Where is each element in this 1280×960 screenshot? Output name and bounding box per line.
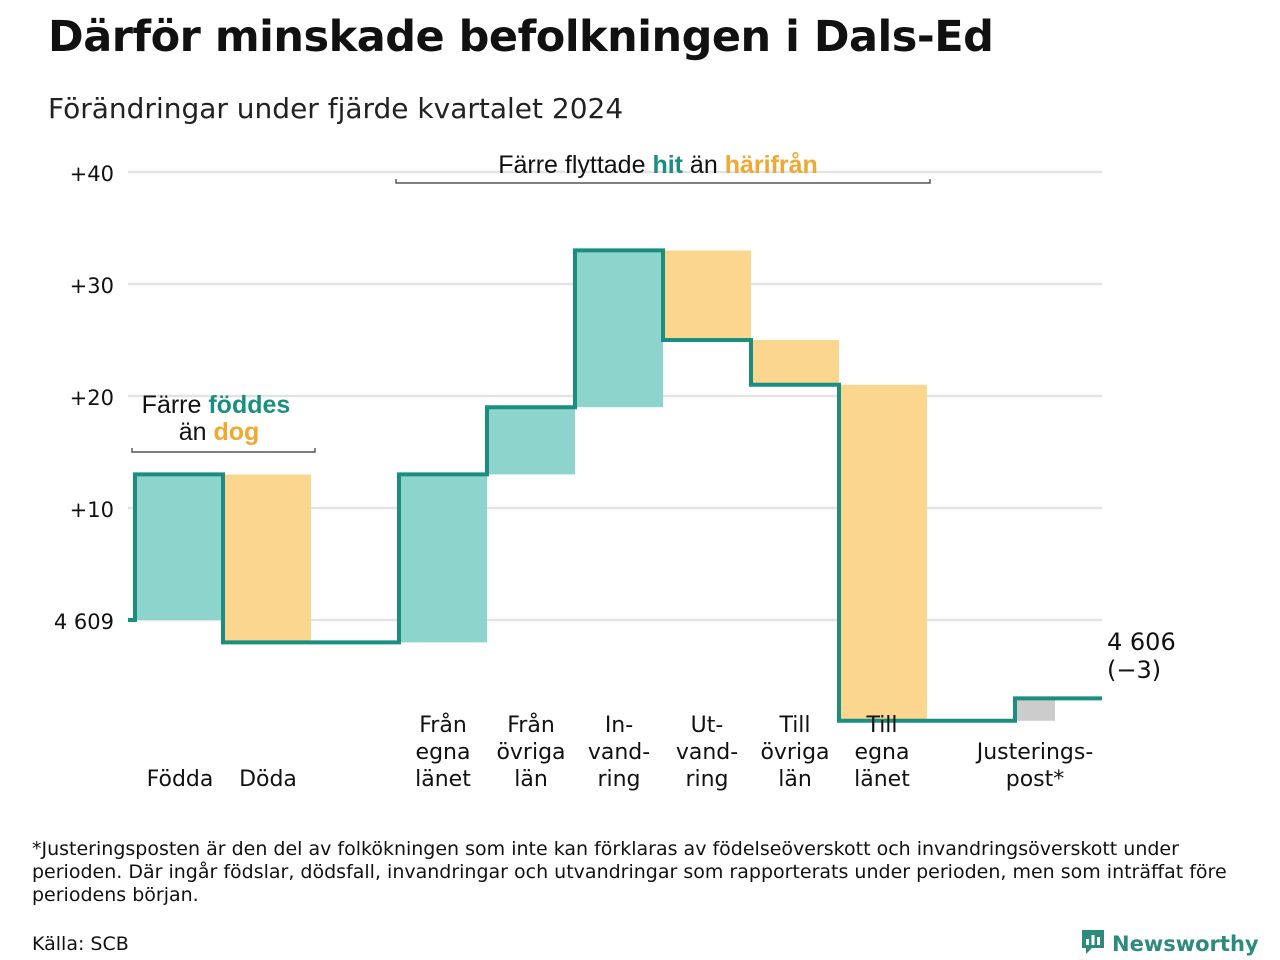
waterfall-bar <box>839 384 927 721</box>
moves-annotation-bracket <box>395 179 931 184</box>
chart-title: Därför minskade befolkningen i Dals-Ed <box>48 12 994 62</box>
chart-subtitle: Förändringar under fjärde kvartalet 2024 <box>48 92 624 125</box>
newsworthy-logo-icon <box>1080 928 1106 960</box>
bar-layer <box>135 250 1055 721</box>
x-category-label: Döda <box>239 767 297 792</box>
step-line-layer <box>128 248 1102 723</box>
moves-in-highlight: hit <box>652 151 683 179</box>
y-tick-label: 4 609 <box>54 610 114 634</box>
svg-text:än dog: än dog <box>179 418 260 446</box>
end-value-label: 4 606 <box>1107 628 1176 656</box>
footnote: *Justeringsposten är den del av folkökni… <box>32 838 1227 906</box>
cumulative-step-line <box>128 248 1102 723</box>
x-category-label: Till övriga län <box>760 713 829 792</box>
births-annotation-bracket <box>131 448 316 453</box>
waterfall-bar <box>223 474 311 643</box>
waterfall-chart: 4 609 +10 +20 +30 +40 Födda Döda Från egna länet… <box>54 151 1176 792</box>
brand-logo: Newsworthy <box>1080 928 1259 960</box>
source-label: Källa: SCB <box>32 933 129 955</box>
moves-annotation-text: Färre flyttade <box>498 151 652 179</box>
waterfall-bar <box>487 407 575 475</box>
x-category-label: Från övriga län <box>496 712 565 792</box>
births-annotation-text: Färre <box>142 391 209 419</box>
waterfall-bar <box>663 250 751 340</box>
x-category-label: Födda <box>147 767 214 792</box>
births-annotation: Färre föddes än dog <box>131 391 316 453</box>
births-annotation-highlight: föddes <box>208 391 290 419</box>
waterfall-bar <box>135 474 223 620</box>
waterfall-bar <box>751 340 839 385</box>
x-category-label: Från egna länet <box>415 712 471 792</box>
births-annotation-text-2: än <box>179 418 214 446</box>
x-category-label: In-vand-ring <box>588 713 650 792</box>
moves-annotation: Färre flyttade hit än härifrån <box>395 151 931 184</box>
y-axis-ticks: 4 609 +10 +20 +30 +40 <box>54 162 114 634</box>
x-category-label: Justerings-post* <box>975 740 1094 792</box>
svg-text:Färre föddes: Färre föddes <box>142 391 291 419</box>
x-category-label: Ut-vand-ring <box>676 713 738 792</box>
x-category-label: Till egna länet <box>854 713 910 792</box>
waterfall-bar <box>575 250 663 408</box>
brand-name: Newsworthy <box>1112 932 1259 956</box>
deaths-annotation-highlight: dog <box>213 418 259 446</box>
y-tick-label: +10 <box>70 498 114 522</box>
y-tick-label: +40 <box>70 162 114 186</box>
x-axis-labels: Födda Döda Från egna länet Från övriga län In-va… <box>147 712 1094 792</box>
moves-annotation-text-2: än <box>683 151 725 179</box>
end-change-label: (−3) <box>1107 656 1161 684</box>
y-tick-label: +20 <box>70 386 114 410</box>
moves-out-highlight: härifrån <box>725 151 818 179</box>
svg-text:Färre flyttade hit än härifrån: Färre flyttade hit än härifrån <box>498 151 818 179</box>
waterfall-bar <box>1017 698 1055 721</box>
waterfall-bar <box>399 474 487 643</box>
y-tick-label: +30 <box>70 274 114 298</box>
